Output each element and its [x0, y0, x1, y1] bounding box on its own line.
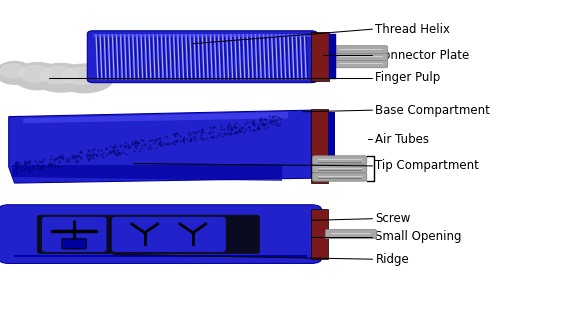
Ellipse shape — [55, 64, 113, 93]
Ellipse shape — [0, 62, 33, 84]
FancyBboxPatch shape — [333, 60, 388, 68]
Text: Tip Compartment: Tip Compartment — [375, 159, 479, 172]
FancyBboxPatch shape — [62, 239, 86, 249]
Ellipse shape — [1, 64, 25, 77]
Ellipse shape — [62, 67, 100, 84]
Ellipse shape — [13, 63, 62, 90]
FancyBboxPatch shape — [0, 205, 322, 263]
FancyBboxPatch shape — [333, 53, 388, 61]
Polygon shape — [6, 68, 102, 79]
FancyBboxPatch shape — [87, 31, 317, 83]
Ellipse shape — [33, 64, 89, 92]
Text: Air Tubes: Air Tubes — [375, 133, 430, 146]
FancyBboxPatch shape — [313, 156, 367, 164]
FancyBboxPatch shape — [42, 217, 107, 252]
Bar — [328, 112, 335, 177]
Bar — [329, 34, 336, 79]
Text: Base Compartment: Base Compartment — [375, 104, 490, 117]
Text: Connector Plate: Connector Plate — [375, 49, 470, 62]
Polygon shape — [9, 110, 311, 183]
Ellipse shape — [40, 67, 76, 84]
Text: Screw: Screw — [375, 212, 411, 225]
Polygon shape — [93, 34, 311, 37]
Text: Finger Pulp: Finger Pulp — [375, 71, 441, 84]
Text: Thread Helix: Thread Helix — [375, 23, 450, 36]
FancyBboxPatch shape — [313, 173, 367, 181]
Text: Ridge: Ridge — [375, 253, 409, 266]
Polygon shape — [23, 112, 288, 123]
Ellipse shape — [19, 66, 51, 82]
Bar — [311, 109, 328, 183]
FancyBboxPatch shape — [313, 164, 367, 173]
Polygon shape — [12, 165, 282, 181]
FancyBboxPatch shape — [333, 46, 388, 53]
FancyBboxPatch shape — [112, 217, 226, 252]
Bar — [311, 209, 328, 259]
Bar — [311, 32, 329, 81]
FancyBboxPatch shape — [325, 229, 377, 239]
Text: Small Opening: Small Opening — [375, 230, 462, 243]
FancyBboxPatch shape — [37, 215, 260, 254]
